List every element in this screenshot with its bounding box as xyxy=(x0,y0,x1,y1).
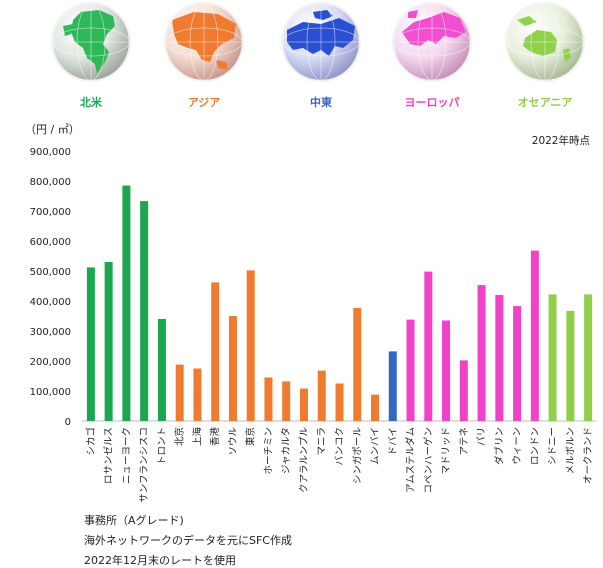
bar xyxy=(371,394,380,421)
x-tick-label: ウィーン xyxy=(512,427,523,465)
x-tick-label: ダブリン xyxy=(493,427,505,465)
bar xyxy=(388,351,397,421)
x-tick-label: ホーチミン xyxy=(263,427,274,475)
bar xyxy=(157,319,166,421)
y-tick-label: 400,000 xyxy=(30,297,71,308)
region-asia: アジア xyxy=(164,4,244,124)
bar-chart: （円 / ㎡） 2022年時点 0 100,000 200,000 300,000 40… xyxy=(25,123,597,503)
x-tick-label: ジャカルタ xyxy=(281,427,292,474)
bar xyxy=(193,368,202,421)
y-tick-label: 800,000 xyxy=(30,177,71,188)
bar xyxy=(86,267,95,421)
x-tick-label: ドバイ xyxy=(388,427,399,456)
bar xyxy=(530,250,539,421)
x-tick-label: 香港 xyxy=(209,427,221,447)
y-axis-unit-label: （円 / ㎡） xyxy=(25,123,80,136)
x-tick-label: シドニー xyxy=(548,427,559,465)
bar xyxy=(299,388,308,421)
bar xyxy=(317,370,326,421)
x-tick-label: パリ xyxy=(477,427,488,446)
bar xyxy=(548,294,557,421)
bar xyxy=(122,185,131,421)
bar xyxy=(228,316,237,421)
x-tick-label: シカゴ xyxy=(85,427,97,456)
x-axis-labels: シカゴ ロサンゼルス ニューヨーク サンフランシスコ トロント 北京 上海 香港 ソウル 東京 ホー… xyxy=(85,427,594,503)
x-tick-label: コペンハーゲン xyxy=(422,427,434,494)
x-tick-label: アテネ xyxy=(459,427,470,456)
globe-north-america-icon xyxy=(53,4,129,80)
bar xyxy=(495,295,504,421)
x-tick-label: 上海 xyxy=(191,427,203,447)
x-tick-label: ムンバイ xyxy=(370,427,381,465)
y-tick-label: 700,000 xyxy=(30,207,71,218)
y-tick-label: 600,000 xyxy=(30,237,71,248)
y-axis-ticks: 0 100,000 200,000 300,000 400,000 500,000 600,… xyxy=(30,147,597,428)
region-label-asia: アジア xyxy=(187,96,221,109)
x-tick-label: サンフランシスコ xyxy=(139,427,150,503)
bar xyxy=(246,270,255,421)
bar xyxy=(513,306,522,421)
x-tick-label: マニラ xyxy=(317,427,328,456)
region-label-oceania: オセアニア xyxy=(517,96,573,109)
globe-europe-icon xyxy=(394,4,470,80)
region-label-europe: ヨーロッパ xyxy=(404,96,460,109)
x-tick-label: マドリッド xyxy=(441,427,452,475)
x-tick-label: クアラルンプル xyxy=(299,427,310,494)
x-tick-label: バンコク xyxy=(335,427,346,465)
bar xyxy=(264,377,273,421)
bar xyxy=(353,307,362,421)
bar xyxy=(335,383,344,421)
bar xyxy=(104,262,113,421)
chart-annotation: 2022年時点 xyxy=(532,134,590,147)
globe-middle-east-icon xyxy=(283,4,359,80)
bar xyxy=(211,282,220,421)
region-label-north-america: 北米 xyxy=(80,96,102,109)
bar xyxy=(566,310,575,421)
y-tick-label: 900,000 xyxy=(30,147,71,158)
bar xyxy=(406,319,415,421)
x-tick-label: ソウル xyxy=(228,427,239,456)
bar xyxy=(140,201,149,421)
region-north-america: 北米 xyxy=(51,4,131,124)
y-tick-label: 200,000 xyxy=(30,357,71,368)
x-tick-label: オークランド xyxy=(583,427,594,484)
x-tick-label: 北京 xyxy=(174,427,186,446)
bar xyxy=(477,285,486,421)
globe-oceania-icon xyxy=(507,4,583,80)
x-tick-label: ロサンゼルス xyxy=(103,427,115,484)
y-tick-label: 100,000 xyxy=(30,387,71,398)
region-oceania: オセアニア xyxy=(505,4,585,124)
bar-series xyxy=(86,185,593,421)
x-tick-label: 東京 xyxy=(245,427,257,446)
x-tick-label: シンガポール xyxy=(352,427,363,485)
y-tick-label: 500,000 xyxy=(30,267,71,278)
x-tick-label: メルボルン xyxy=(565,427,576,474)
bar xyxy=(282,381,291,421)
footnote-3: 2022年12月末のレートを使用 xyxy=(84,554,236,567)
x-tick-label: ロンドン xyxy=(530,427,541,465)
bar xyxy=(175,364,184,421)
globe-asia-icon xyxy=(166,4,242,80)
x-tick-label: トロント xyxy=(157,427,168,465)
x-tick-label: アムステルダム xyxy=(405,427,417,493)
footnote-1: 事務所（Aグレード) xyxy=(84,514,184,527)
footnote-2: 海外ネットワークのデータを元にSFC作成 xyxy=(84,534,292,547)
x-tick-label: ニューヨーク xyxy=(121,427,132,484)
region-middle-east: 中東 xyxy=(281,4,361,124)
bar xyxy=(442,320,451,421)
y-tick-label: 300,000 xyxy=(30,327,71,338)
y-tick-label: 0 xyxy=(65,417,71,428)
region-label-middle-east: 中東 xyxy=(310,96,332,109)
bar xyxy=(584,294,593,421)
bar xyxy=(424,271,433,421)
region-europe: ヨーロッパ xyxy=(392,4,472,124)
bar xyxy=(459,360,468,421)
